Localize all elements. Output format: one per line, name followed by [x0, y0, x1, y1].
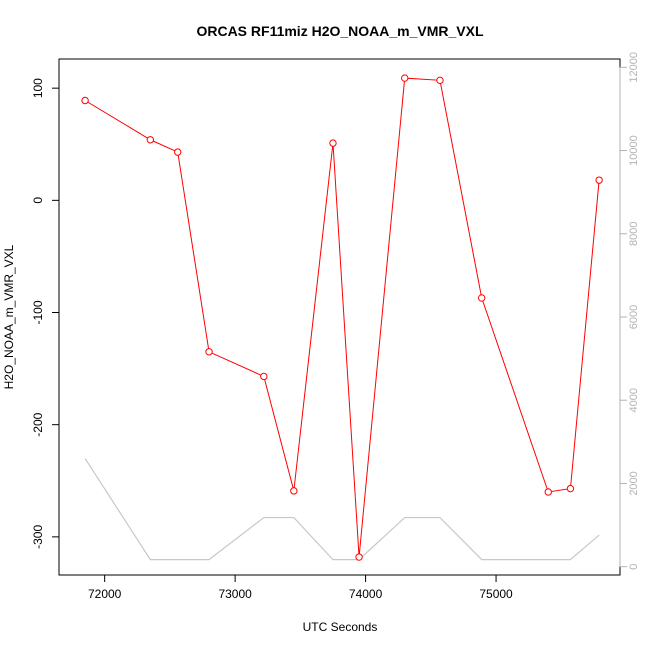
- data-point: [81, 96, 89, 105]
- y-axis: -300 -200 -100 0 100: [31, 78, 60, 549]
- chart-title: ORCAS RF11miz H2O_NOAA_m_VMR_VXL: [196, 23, 484, 39]
- x-axis-label: UTC Seconds: [303, 620, 378, 634]
- secondary-series: [84, 458, 600, 561]
- data-point: [260, 372, 268, 381]
- data-point: [205, 348, 213, 356]
- y2-tick-label: 6000: [628, 305, 640, 329]
- data-point: [566, 484, 575, 493]
- y2-tick-label: 10000: [628, 135, 640, 166]
- data-point: [174, 148, 182, 156]
- data-point: [329, 139, 337, 147]
- y-axis-right: 0 2000 4000 6000 8000 10000 12000: [619, 52, 640, 570]
- y2-tick-label: 0: [628, 564, 640, 570]
- x-tick-label: 72000: [88, 587, 122, 601]
- data-point: [544, 488, 552, 496]
- primary-series-line: [84, 77, 600, 558]
- y-tick-label: 0: [31, 197, 45, 204]
- x-axis: 72000 73000 74000 75000: [88, 574, 513, 601]
- primary-series: [81, 74, 603, 561]
- y-tick-label: 100: [31, 78, 45, 98]
- y-tick-label: -200: [31, 412, 45, 436]
- data-point: [478, 294, 486, 302]
- data-point: [355, 553, 363, 561]
- y2-tick-label: 4000: [628, 388, 640, 412]
- y-axis-label: H2O_NOAA_m_VMR_VXL: [2, 244, 16, 389]
- plot-frame: [58, 58, 621, 576]
- data-point: [401, 74, 409, 82]
- secondary-series-line: [84, 458, 600, 561]
- data-point: [595, 176, 603, 184]
- y2-tick-label: 12000: [628, 52, 640, 83]
- x-tick-label: 74000: [349, 587, 383, 601]
- y2-tick-label: 8000: [628, 222, 640, 246]
- data-point: [290, 487, 298, 495]
- data-point: [436, 76, 444, 85]
- data-point: [146, 136, 155, 144]
- x-tick-label: 73000: [218, 587, 252, 601]
- x-tick-label: 75000: [479, 587, 513, 601]
- y-tick-label: -100: [31, 300, 45, 324]
- y-tick-label: -300: [31, 525, 45, 549]
- y2-tick-label: 2000: [628, 471, 640, 495]
